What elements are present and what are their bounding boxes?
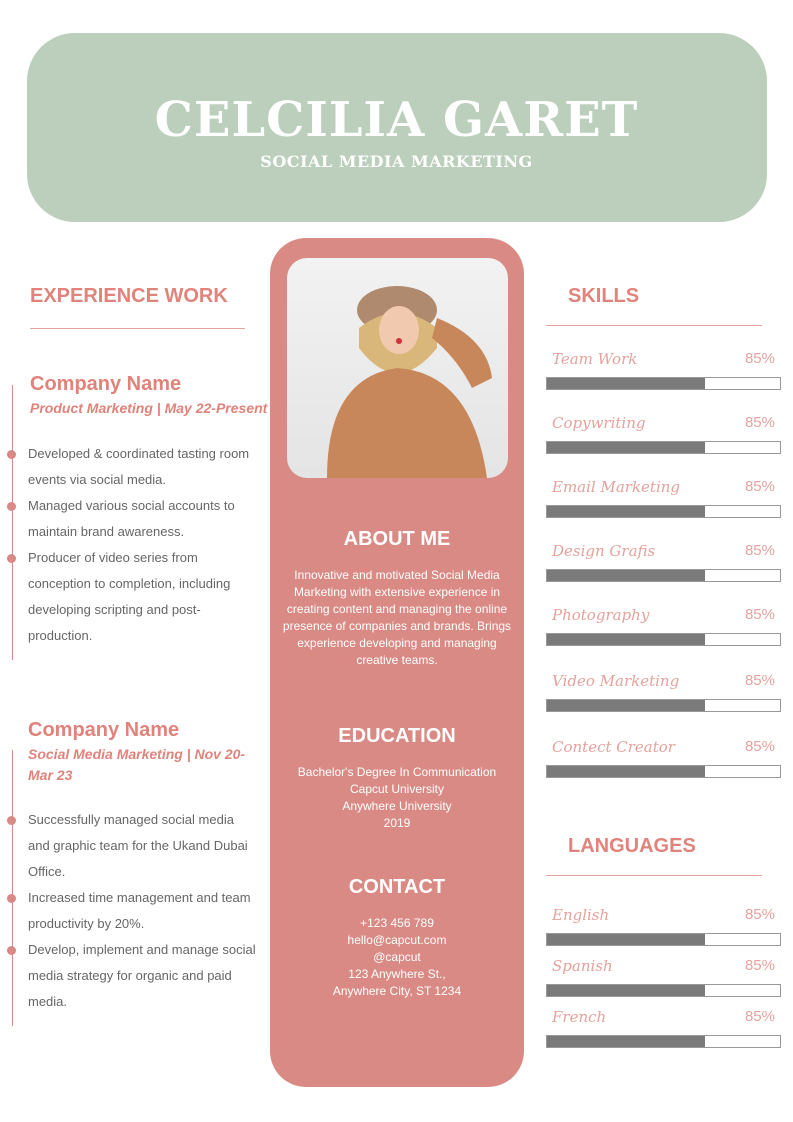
divider [546, 875, 762, 876]
progress-bar [546, 984, 781, 997]
progress-fill [547, 378, 706, 389]
about-title: ABOUT ME [343, 528, 451, 550]
job-subtitle: Product Marketing | May 22-Present [30, 400, 268, 416]
bullet-item: Developed & coordinated tasting room eve… [7, 441, 258, 493]
item-percent: 85% [744, 606, 775, 623]
progress-fill [547, 766, 706, 777]
contact-details: +123 456 789 hello@capcut.com @capcut 12… [280, 915, 514, 1000]
item-label: English [552, 906, 610, 924]
job-subtitle: Social Media Marketing | Nov 20-Mar 23 [28, 746, 246, 783]
item-percent: 85% [744, 542, 775, 559]
item-percent: 85% [744, 672, 775, 689]
header-banner [27, 33, 767, 222]
item-percent: 85% [744, 738, 775, 755]
languages-title: LANGUAGES [568, 835, 696, 857]
progress-bar [546, 933, 781, 946]
company-name: Company Name [30, 373, 182, 395]
item-label: Copywriting [552, 414, 646, 432]
candidate-role: SOCIAL MEDIA MARKETING [260, 152, 533, 171]
item-percent: 85% [744, 957, 775, 974]
item-label: Team Work [552, 350, 638, 368]
progress-fill [547, 442, 706, 453]
divider [546, 325, 762, 326]
about-text: Innovative and motivated Social Media Ma… [282, 568, 512, 667]
divider [30, 328, 245, 329]
contact-address: 123 Anywhere St., [348, 967, 446, 981]
item-label: Video Marketing [552, 672, 680, 690]
progress-fill [547, 506, 706, 517]
item-percent: 85% [744, 350, 775, 367]
progress-fill [547, 634, 706, 645]
progress-bar [546, 633, 781, 646]
item-label: Design Grafis [552, 542, 656, 560]
progress-bar [546, 765, 781, 778]
timeline-line [12, 385, 13, 660]
progress-bar [546, 505, 781, 518]
progress-fill [547, 700, 706, 711]
bullet-item: Increased time management and team produ… [7, 885, 258, 937]
item-label: Email Marketing [552, 478, 681, 496]
contact-email: hello@capcut.com [347, 933, 447, 947]
bullet-item: Successfully managed social media and gr… [7, 807, 258, 885]
progress-fill [547, 934, 706, 945]
bullet-item: Producer of video series from conception… [7, 545, 258, 649]
profile-photo [287, 258, 508, 478]
item-percent: 85% [744, 414, 775, 431]
item-percent: 85% [744, 478, 775, 495]
item-label: Photography [552, 606, 650, 624]
experience-title: EXPERIENCE WORK [30, 285, 228, 307]
progress-fill [547, 570, 706, 581]
item-percent: 85% [744, 906, 775, 923]
progress-bar [546, 377, 781, 390]
contact-phone: +123 456 789 [360, 916, 434, 930]
bullet-item: Develop, implement and manage social med… [7, 937, 258, 1015]
company-name: Company Name [28, 719, 180, 741]
education-degree: Bachelor's Degree In Communication [297, 765, 497, 779]
job-bullets: Developed & coordinated tasting room eve… [7, 441, 258, 649]
progress-bar [546, 569, 781, 582]
education-details: Bachelor's Degree In Communication Capcu… [280, 764, 514, 832]
education-year: 2019 [383, 816, 411, 830]
timeline-line [12, 750, 13, 1026]
center-panel: ABOUT ME Innovative and motivated Social… [270, 238, 524, 1087]
education-school: Anywhere University [342, 799, 452, 813]
bullet-item: Managed various social accounts to maint… [7, 493, 258, 545]
item-label: Contect Creator [552, 738, 675, 756]
progress-fill [547, 985, 706, 996]
item-percent: 85% [744, 1008, 775, 1025]
progress-bar [546, 441, 781, 454]
education-school: Capcut University [349, 782, 445, 796]
item-label: Spanish [552, 957, 613, 975]
contact-address: Anywhere City, ST 1234 [332, 984, 462, 998]
progress-bar [546, 1035, 781, 1048]
progress-bar [546, 699, 781, 712]
progress-fill [547, 1036, 706, 1047]
education-title: EDUCATION [338, 725, 456, 747]
contact-title: CONTACT [348, 876, 446, 898]
job-bullets: Successfully managed social media and gr… [7, 807, 258, 1015]
contact-handle: @capcut [373, 950, 421, 964]
skills-title: SKILLS [568, 285, 640, 307]
candidate-name: CELCILIA GARET [154, 92, 639, 148]
item-label: French [552, 1008, 607, 1026]
